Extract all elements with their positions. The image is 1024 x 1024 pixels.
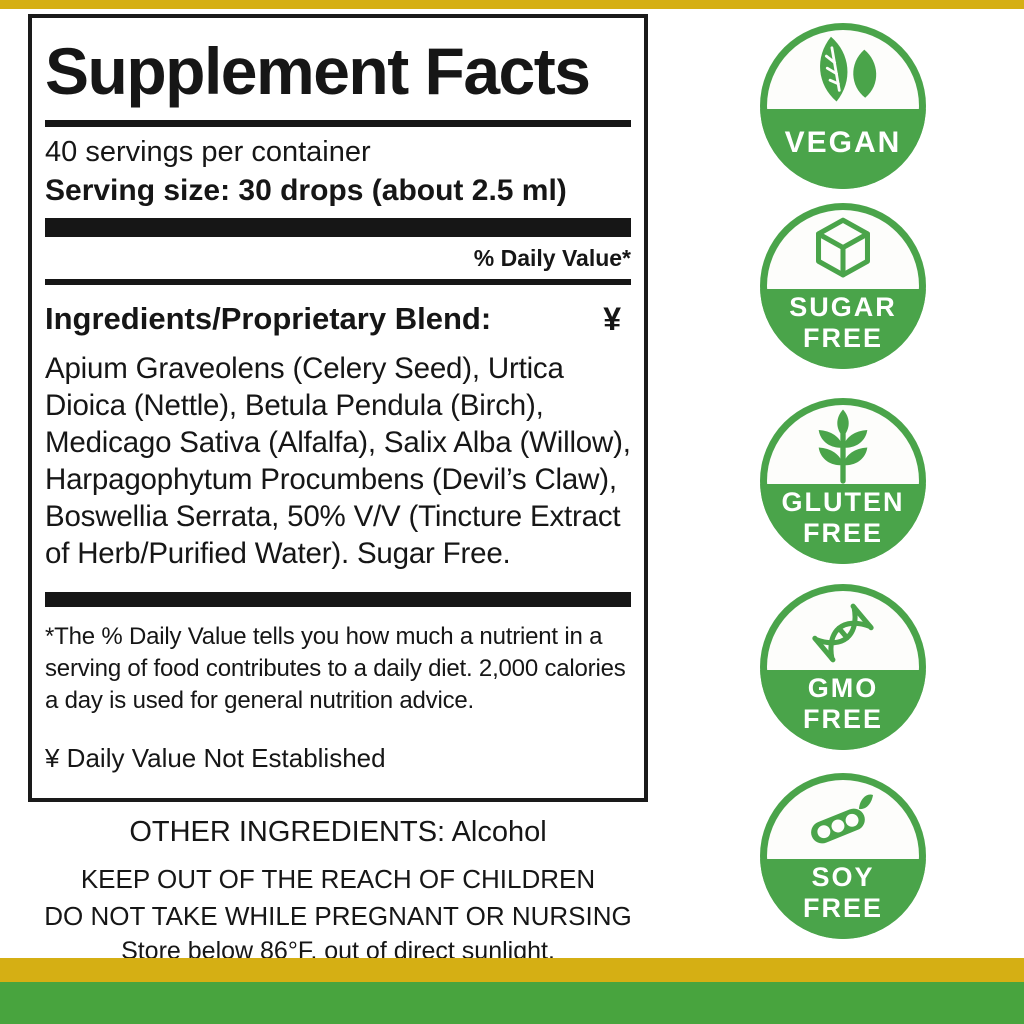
warning-pregnant: DO NOT TAKE WHILE PREGNANT OR NURSING [44, 900, 632, 931]
badge-soy-free: SOY FREE [760, 773, 926, 939]
bottom-green-bar [0, 982, 1024, 1024]
badge-band [760, 289, 926, 369]
daily-value-not-established: ¥ Daily Value Not Established [45, 742, 386, 773]
badge-line: FREE [802, 323, 883, 354]
badge-line: FREE [802, 518, 883, 549]
badge-line: FREE [802, 704, 883, 735]
sugar-cube-icon [816, 217, 870, 278]
soybean-pod-icon [811, 794, 873, 844]
thick-divider-bottom [45, 591, 631, 607]
blend-ingredients: Apium Graveolens (Celery Seed), Urtica D… [45, 351, 631, 570]
badge-vegan: VEGAN [760, 23, 926, 189]
servings-per-container: 40 servings per container [45, 136, 371, 168]
badge-line: FREE [802, 893, 883, 924]
badge-label: SOY FREE [760, 859, 926, 939]
badge-band [760, 670, 926, 750]
badge-gluten-free: GLUTEN FREE [760, 398, 926, 564]
bottom-info: OTHER INGREDIENTS: Alcohol KEEP OUT OF T… [28, 806, 648, 966]
serving-size: Serving size: 30 drops (about 2.5 ml) [45, 173, 567, 207]
badge-band [760, 109, 926, 189]
dna-icon [812, 603, 874, 663]
blend-row: Ingredients/Proprietary Blend: ¥ [45, 301, 631, 338]
warning-children: KEEP OUT OF THE REACH OF CHILDREN [80, 864, 596, 894]
badge-label: GMO FREE [760, 670, 926, 750]
badge-band [760, 484, 926, 564]
badge-label: VEGAN [760, 109, 926, 189]
badge-gmo-free: GMO FREE [760, 584, 926, 750]
badge-line: GLUTEN [781, 487, 905, 518]
badge-label: SUGAR FREE [760, 289, 926, 369]
daily-value-divider [45, 278, 631, 285]
badge-line: GMO [807, 673, 879, 704]
daily-value-footnote: *The % Daily Value tells you how much a … [45, 622, 626, 714]
badge-sugar-free: SUGAR FREE [760, 203, 926, 369]
supplement-facts-panel: Supplement Facts 40 servings per contain… [28, 14, 648, 802]
wheat-sprout-icon [818, 409, 868, 484]
title-divider [45, 120, 631, 127]
leaves-icon [820, 36, 877, 102]
daily-value-header: % Daily Value* [473, 244, 631, 271]
blend-label: Ingredients/Proprietary Blend: [45, 300, 492, 336]
badge-line: SUGAR [789, 292, 897, 323]
thick-divider-top [45, 217, 631, 237]
other-ingredients: OTHER INGREDIENTS: Alcohol [129, 816, 547, 848]
badge-line: SOY [811, 862, 875, 893]
badge-band [760, 859, 926, 939]
bottom-gold-bar [0, 958, 1024, 982]
panel-title: Supplement Facts [45, 34, 591, 108]
badge-label: GLUTEN FREE [760, 484, 926, 564]
badge-line: VEGAN [784, 126, 902, 160]
top-gold-bar [0, 0, 1024, 9]
blend-daily-value-symbol: ¥ [603, 300, 621, 337]
